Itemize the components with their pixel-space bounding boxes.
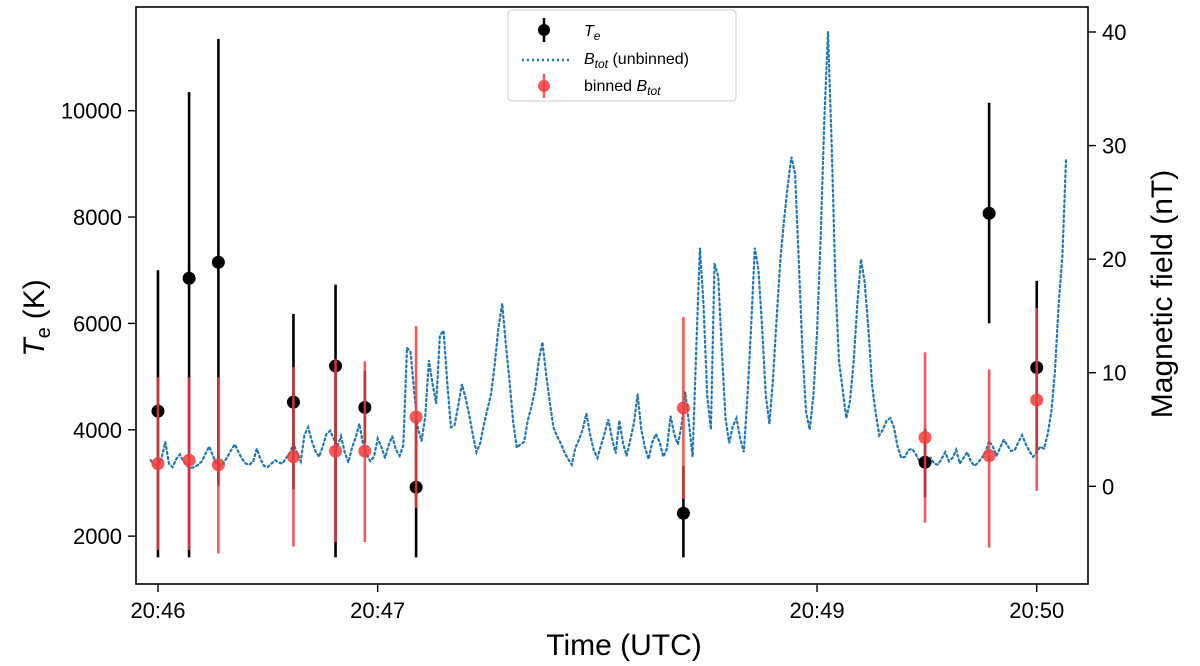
- te-series: [151, 38, 1044, 558]
- y-left-tick-label: 6000: [73, 311, 122, 336]
- x-tick-label: 20:50: [1009, 598, 1064, 623]
- binned-point: [1030, 393, 1044, 407]
- binned-point: [182, 453, 196, 467]
- te-point: [676, 506, 690, 520]
- legend-box: [507, 9, 737, 102]
- binned-point: [918, 430, 932, 444]
- te-point: [211, 255, 225, 269]
- binned-point: [409, 410, 423, 424]
- btot-series: [149, 31, 1068, 470]
- y-right-tick-label: 0: [1102, 474, 1114, 499]
- y-axis-label-right: Magnetic field (nT): [1146, 170, 1179, 418]
- y-right-tick-label: 30: [1102, 134, 1126, 159]
- y-left-label-sub: e: [33, 327, 55, 338]
- binned-point: [358, 444, 372, 458]
- binned-point: [286, 450, 300, 464]
- y-left-tick-label: 10000: [61, 99, 122, 124]
- y-left-tick-label: 8000: [73, 205, 122, 230]
- legend-binned-marker: [538, 74, 550, 98]
- x-tick-label: 20:49: [790, 598, 845, 623]
- y-right-tick-label: 40: [1102, 20, 1126, 45]
- legend-te-marker: [538, 18, 550, 42]
- legend-binned-label: binned Btot: [584, 78, 661, 98]
- binned-point: [676, 401, 690, 415]
- axes: 20:46 20:47 20:49 20:50 2000 4000 6000 8000 1000…: [61, 6, 1126, 623]
- legend-te-label: Te: [584, 23, 601, 43]
- btot-line: [149, 31, 1068, 470]
- te-point: [182, 271, 196, 285]
- binned-point: [329, 444, 343, 458]
- legend: Te Btot (unbinned) binned Btot: [507, 9, 737, 102]
- y-left-tick-label: 2000: [73, 524, 122, 549]
- binned-point: [151, 457, 165, 471]
- binned-series: [151, 307, 1044, 554]
- y-axis-label-left: Te (K): [18, 279, 55, 356]
- legend-btot-label: Btot (unbinned): [584, 51, 689, 71]
- x-tick-label: 20:46: [130, 598, 185, 623]
- binned-point: [982, 449, 996, 463]
- y-right-tick-label: 10: [1102, 361, 1126, 386]
- binned-point: [211, 458, 225, 472]
- y-left-label-main: T: [18, 336, 51, 357]
- x-axis-label: Time (UTC): [546, 629, 702, 662]
- plot-frame: [135, 6, 1089, 585]
- x-tick-label: 20:47: [350, 598, 405, 623]
- y-right-tick-label: 20: [1102, 247, 1126, 272]
- y-left-label-unit: (K): [18, 279, 51, 319]
- te-point: [982, 206, 996, 220]
- y-left-tick-label: 4000: [73, 418, 122, 443]
